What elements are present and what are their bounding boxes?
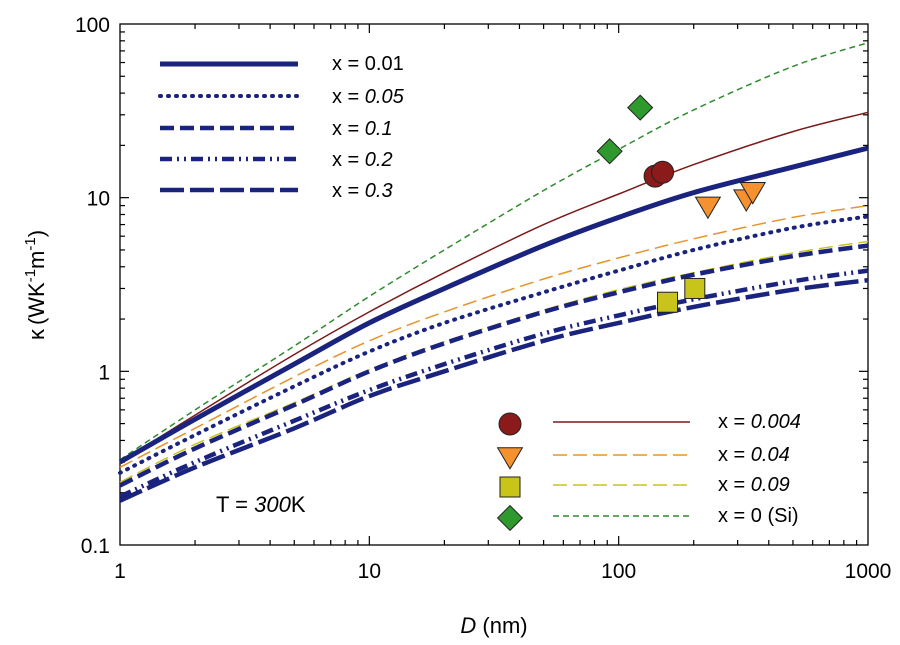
legend-model-label-0: x = 0.01 xyxy=(332,53,404,75)
data-point-x-0-004-1 xyxy=(651,160,675,184)
data-point-x-0-04-0 xyxy=(694,196,722,220)
reference-line-x-0-09 xyxy=(119,240,869,483)
series-markers xyxy=(596,94,767,313)
legend-model: x = 0.01 x = 0.05 x = 0.1 x = 0.2 x = 0.… xyxy=(158,53,405,202)
series-curves xyxy=(118,41,870,503)
axis-ticks xyxy=(120,24,868,545)
y-tick-label: 10 xyxy=(87,188,110,211)
x-tick-label: 10 xyxy=(358,560,381,583)
reference-line-x-0-04 xyxy=(119,204,869,468)
legend-ref-marker-x-0-004 xyxy=(498,412,522,436)
x-tick-label: 1 xyxy=(114,560,126,583)
model-line-x-0-01 xyxy=(118,145,869,465)
x-tick-label: 1000 xyxy=(845,560,892,583)
y-tick-label: 0.1 xyxy=(81,535,110,558)
legend-model-label-2: x = 0.1 xyxy=(332,118,393,140)
plot-frame xyxy=(119,23,869,546)
model-line-x-0-1 xyxy=(119,243,869,488)
legend-ref-label-3: x = 0 (Si) xyxy=(718,505,799,527)
model-line-x-0-3 xyxy=(119,277,869,503)
data-point-x-0-si-0 xyxy=(596,138,623,165)
legend-ref-marker-x-0-09 xyxy=(499,476,521,498)
x-tick-label: 100 xyxy=(601,560,636,583)
temperature-annotation: T = 300K xyxy=(216,492,306,517)
reference-line-x-0-004 xyxy=(119,111,869,463)
legend-ref-label-2: x = 0.09 xyxy=(718,474,790,496)
data-point-x-0-si-1 xyxy=(627,94,654,121)
model-line-x-0-2 xyxy=(119,268,869,499)
legend-reference: x = 0.004 x = 0.04 x = 0.09 x = 0 (Si) xyxy=(496,411,801,532)
model-line-x-0-05 xyxy=(118,214,870,475)
data-point-x-0-09-0 xyxy=(657,291,679,313)
y-tick-label: 1 xyxy=(98,361,110,384)
y-tick-label: 100 xyxy=(75,14,110,37)
legend-ref-label-1: x = 0.04 xyxy=(718,444,790,466)
legend-model-label-1: x = 0.05 xyxy=(332,86,405,108)
legend-ref-label-0: x = 0.004 xyxy=(718,411,801,433)
x-axis-title: D (nm) xyxy=(460,613,527,638)
legend-ref-marker-x-0-04 xyxy=(496,447,524,470)
y-axis-title: κ(WK-1m-1) xyxy=(22,230,49,340)
legend-model-label-4: x = 0.3 xyxy=(332,180,393,202)
data-point-x-0-09-1 xyxy=(684,277,706,299)
legend-model-label-3: x = 0.2 xyxy=(332,149,393,171)
data-point-x-0-04-2 xyxy=(739,182,767,205)
legend-ref-marker-x-0-si xyxy=(496,504,524,532)
